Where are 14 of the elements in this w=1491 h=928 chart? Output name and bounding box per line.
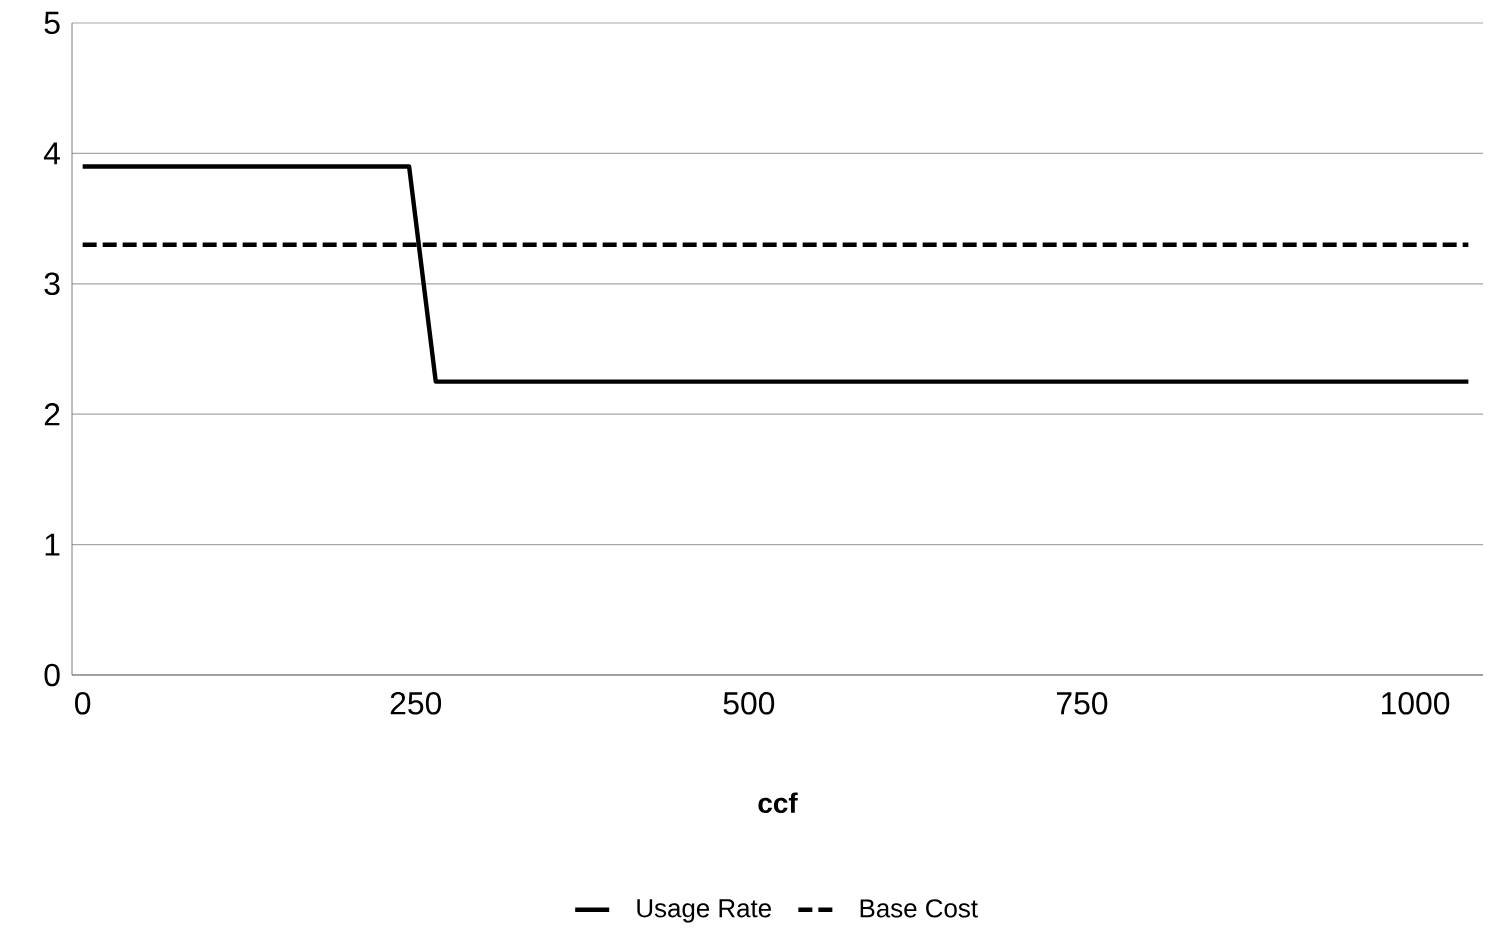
x-tick-label: 750 xyxy=(1056,691,1108,715)
x-tick-label: 250 xyxy=(390,691,442,715)
legend-label: Usage Rate xyxy=(637,899,771,923)
x-tick-label: 0 xyxy=(75,691,91,715)
legend-label: Base Cost xyxy=(860,899,978,918)
y-tick-label: 4 xyxy=(43,142,61,165)
x-tick-label: 500 xyxy=(723,691,775,715)
y-tick-label: 2 xyxy=(44,402,60,426)
x-tick-label: 1000 xyxy=(1382,691,1450,715)
y-tick-label: 5 xyxy=(44,11,60,35)
y-tick-label: 0 xyxy=(44,663,60,687)
y-tick-label: 1 xyxy=(45,533,60,556)
x-axis-title: ccf xyxy=(758,792,798,813)
y-tick-label: 3 xyxy=(44,272,60,295)
